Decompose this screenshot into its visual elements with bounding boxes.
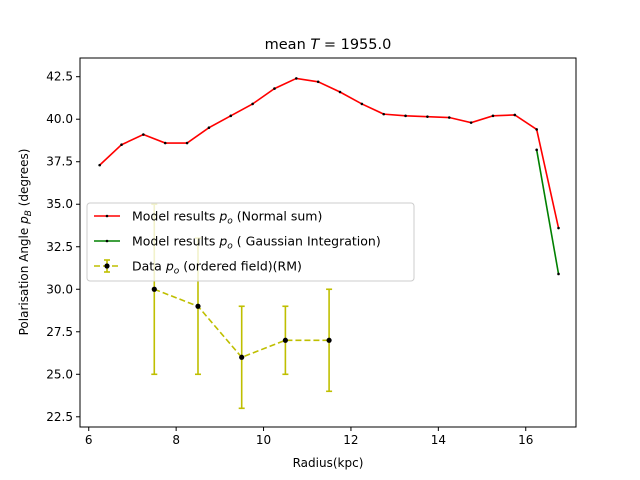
legend-marker — [105, 239, 109, 243]
series-line — [154, 288, 330, 359]
legend-marker — [105, 214, 109, 218]
y-tick-label: 25.0 — [46, 367, 73, 381]
data-point — [251, 102, 254, 106]
series-line — [99, 77, 560, 229]
axes-frame — [79, 57, 577, 428]
data-point — [557, 226, 560, 230]
series-2 — [535, 148, 560, 276]
data-point — [491, 114, 495, 118]
data-point — [207, 126, 211, 130]
legend-box — [86, 202, 415, 282]
data-point — [338, 90, 342, 94]
x-tick-label: 14 — [431, 433, 446, 447]
data-point — [98, 163, 101, 167]
legend-item: Model results po ( Gaussian Integration) — [94, 234, 381, 252]
legend-marker — [104, 263, 110, 269]
y-tick-label: 37.5 — [46, 155, 73, 169]
x-tick-label: 16 — [518, 433, 533, 447]
x-axis: 6 8 10 12 14 16 — [85, 427, 533, 447]
data-point — [282, 337, 288, 343]
y-tick-label: 22.5 — [46, 410, 73, 424]
y-tick-label: 32.5 — [46, 240, 73, 254]
data-point — [382, 112, 386, 116]
x-tick-label: 10 — [256, 433, 271, 447]
y-axis: 22.5 25.0 27.5 30.0 32.5 35.0 37.5 40.0 42.5 — [46, 70, 80, 424]
data-point — [557, 272, 560, 276]
data-point — [535, 148, 538, 152]
data-point — [229, 114, 233, 118]
y-tick-label: 42.5 — [46, 70, 73, 84]
data-point — [326, 337, 332, 343]
data-point — [151, 286, 157, 292]
data-point — [426, 115, 429, 118]
data-point — [120, 143, 123, 147]
series-layer — [98, 77, 560, 410]
legend-label: Model results po (Normal sum) — [132, 209, 322, 227]
data-point — [163, 141, 167, 145]
y-axis-label: Polarisation Angle pB (degrees) — [17, 149, 34, 336]
data-point — [273, 87, 276, 90]
data-point — [316, 80, 320, 84]
series-1 — [98, 77, 560, 230]
data-point — [447, 116, 451, 119]
data-point — [513, 113, 517, 117]
data-point — [404, 114, 407, 118]
legend-item: Data po (ordered field)(RM) — [94, 259, 302, 277]
series-line — [535, 149, 560, 275]
legend: Model results po (Normal sum) Model resul… — [86, 202, 415, 282]
data-point — [360, 102, 364, 106]
data-point — [195, 303, 201, 309]
chart-title: mean T = 1955.0 — [265, 37, 392, 53]
y-tick-label: 40.0 — [46, 112, 73, 126]
x-tick-label: 6 — [85, 433, 93, 447]
data-point — [469, 121, 473, 124]
data-point — [295, 77, 298, 80]
data-point — [535, 128, 538, 131]
legend-label: Data po (ordered field)(RM) — [132, 259, 302, 277]
x-tick-label: 12 — [343, 433, 358, 447]
y-tick-label: 30.0 — [46, 282, 73, 296]
y-tick-label: 35.0 — [46, 197, 73, 211]
y-tick-label: 27.5 — [46, 325, 73, 339]
x-axis-label: Radius(kpc) — [293, 456, 364, 470]
data-point — [142, 133, 145, 136]
x-tick-label: 8 — [172, 433, 180, 447]
data-point — [239, 354, 245, 360]
legend-item: Model results po (Normal sum) — [94, 209, 322, 227]
data-point — [185, 141, 189, 145]
legend-label: Model results po ( Gaussian Integration) — [132, 234, 381, 252]
